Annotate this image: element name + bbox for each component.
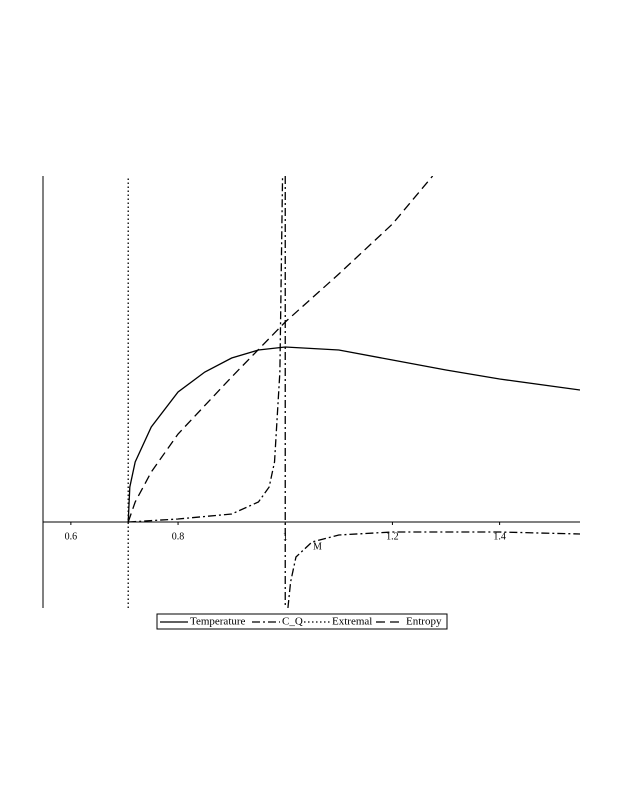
- x-tick-label: 1.2: [386, 531, 399, 542]
- series-line: [128, 176, 580, 608]
- legend-label: Extremal: [332, 616, 372, 628]
- x-tick-label: 0.6: [65, 531, 78, 542]
- series-line: [127, 176, 434, 523]
- x-axis-label: M: [313, 541, 322, 552]
- x-tick-label: 1: [283, 531, 288, 542]
- legend-label: C_Q: [282, 616, 303, 628]
- legend: Temperature C_Q Extremal Entropy: [156, 613, 448, 630]
- x-tick-label: 0.8: [172, 531, 185, 542]
- legend-label: Temperature: [190, 616, 246, 628]
- x-tick-label: 1.4: [493, 531, 506, 542]
- legend-label: Entropy: [406, 616, 442, 628]
- series-line: [127, 346, 580, 523]
- legend-box: [156, 613, 448, 630]
